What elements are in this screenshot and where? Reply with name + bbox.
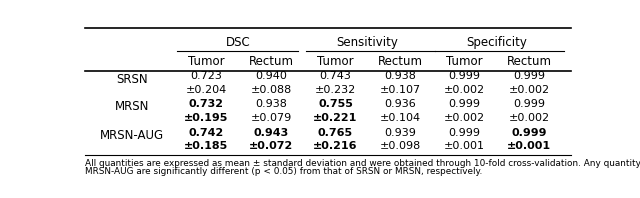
Text: ±0.104: ±0.104	[380, 112, 420, 123]
Text: 0.732: 0.732	[189, 99, 224, 109]
Text: 0.943: 0.943	[253, 128, 289, 138]
Text: 0.999: 0.999	[513, 71, 545, 81]
Text: ±0.002: ±0.002	[444, 85, 485, 95]
Text: ±0.204: ±0.204	[186, 85, 227, 95]
Text: 0.765: 0.765	[318, 128, 353, 138]
Text: MRSN: MRSN	[115, 100, 149, 113]
Text: 0.939: 0.939	[384, 128, 416, 138]
Text: ±0.001: ±0.001	[444, 142, 485, 151]
Text: MRSN-AUG are significantly different (p < 0.05) from that of SRSN or MRSN, respe: MRSN-AUG are significantly different (p …	[85, 167, 482, 176]
Text: Tumor: Tumor	[446, 55, 483, 68]
Text: ±0.216: ±0.216	[313, 142, 358, 151]
Text: Rectum: Rectum	[506, 55, 552, 68]
Text: ±0.001: ±0.001	[507, 142, 551, 151]
Text: ±0.002: ±0.002	[508, 85, 550, 95]
Text: ±0.088: ±0.088	[250, 85, 292, 95]
Text: Rectum: Rectum	[248, 55, 294, 68]
Text: Sensitivity: Sensitivity	[337, 36, 399, 49]
Text: MRSN-AUG: MRSN-AUG	[100, 129, 164, 142]
Text: Tumor: Tumor	[317, 55, 354, 68]
Text: 0.940: 0.940	[255, 71, 287, 81]
Text: 0.999: 0.999	[449, 128, 481, 138]
Text: DSC: DSC	[227, 36, 251, 49]
Text: ±0.185: ±0.185	[184, 142, 228, 151]
Text: 0.999: 0.999	[511, 128, 547, 138]
Text: ±0.079: ±0.079	[250, 112, 292, 123]
Text: ±0.002: ±0.002	[444, 112, 485, 123]
Text: SRSN: SRSN	[116, 73, 148, 86]
Text: 0.755: 0.755	[318, 99, 353, 109]
Text: 0.999: 0.999	[513, 99, 545, 109]
Text: ±0.232: ±0.232	[315, 85, 356, 95]
Text: ±0.098: ±0.098	[380, 142, 420, 151]
Text: ±0.107: ±0.107	[380, 85, 420, 95]
Text: Rectum: Rectum	[378, 55, 422, 68]
Text: 0.936: 0.936	[384, 99, 416, 109]
Text: ±0.221: ±0.221	[313, 112, 358, 123]
Text: Tumor: Tumor	[188, 55, 225, 68]
Text: 0.999: 0.999	[449, 71, 481, 81]
Text: 0.743: 0.743	[319, 71, 351, 81]
Text: All quantities are expressed as mean ± standard deviation and were obtained thro: All quantities are expressed as mean ± s…	[85, 159, 640, 168]
Text: 0.938: 0.938	[384, 71, 416, 81]
Text: 0.938: 0.938	[255, 99, 287, 109]
Text: ±0.072: ±0.072	[249, 142, 293, 151]
Text: 0.723: 0.723	[191, 71, 223, 81]
Text: 0.742: 0.742	[189, 128, 224, 138]
Text: ±0.195: ±0.195	[184, 112, 228, 123]
Text: 0.999: 0.999	[449, 99, 481, 109]
Text: Specificity: Specificity	[466, 36, 527, 49]
Text: ±0.002: ±0.002	[508, 112, 550, 123]
